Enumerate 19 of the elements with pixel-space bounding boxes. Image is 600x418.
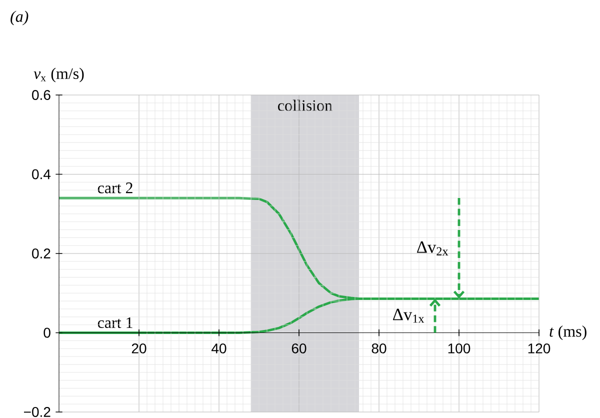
x-tick-label: 120 <box>528 343 550 354</box>
y-tick-label: 0.2 <box>32 248 50 258</box>
series-label: cart 1 <box>98 317 132 328</box>
y-tick-label: −0.2 <box>24 407 50 417</box>
y-tick-label: 0.4 <box>32 169 51 180</box>
x-tick-label: 40 <box>212 343 226 354</box>
y-axis-title: v$_{x}$ (m/s) <box>34 68 84 82</box>
x-tick-label: 80 <box>372 343 386 354</box>
text: (a) <box>10 10 28 26</box>
x-tick-label: 100 <box>448 343 470 354</box>
series-label: cart 2 <box>98 182 132 194</box>
y-tick-label: 0 <box>44 328 50 338</box>
x-tick-label: 60 <box>292 343 306 354</box>
x-tick-label: 20 <box>132 343 146 354</box>
band-label: collision <box>278 100 332 111</box>
annotation: Δv$_{2x}$ <box>417 241 448 256</box>
annotation: Δv$_{1x}$ <box>393 308 424 323</box>
y-tick-label: 0.6 <box>32 90 50 100</box>
x-axis-title: t (ms) <box>550 325 586 340</box>
